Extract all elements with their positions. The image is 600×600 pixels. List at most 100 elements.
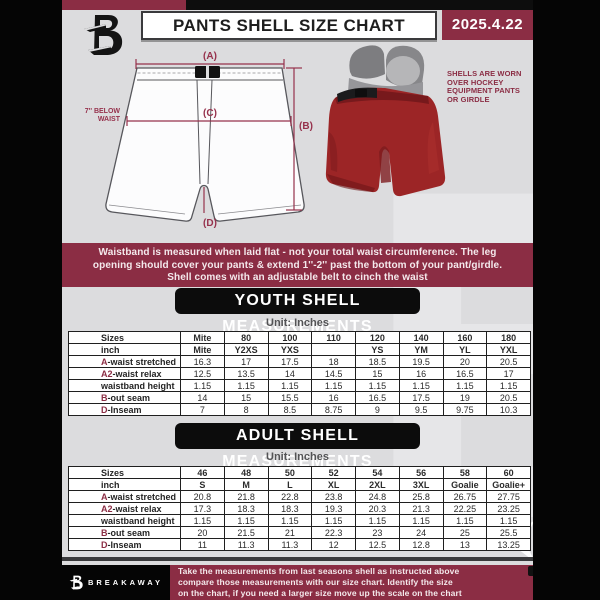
table-cell: 16.5	[442, 367, 488, 380]
adult-section-heading: ADULT SHELL MEASUREMENTS	[175, 423, 420, 470]
table-row: inch Mite Y2XS YXS YS YM YL YXL	[68, 343, 531, 356]
youth-unit-label: Unit: Inches	[266, 317, 329, 329]
table-cell: M	[223, 478, 269, 491]
table-cell: 19.3	[311, 502, 356, 515]
table-cell: 24	[398, 526, 444, 539]
label-a: (A)	[203, 51, 217, 62]
row-label: inch	[68, 478, 181, 491]
table-cell: 13	[442, 538, 488, 551]
footer-note-line: compare those measurements with our size…	[178, 577, 453, 587]
adult-measurements-table: Sizes 46 48 50 52 54 56 58 60 inch S M L XL 2XL 3XL Goal…	[68, 466, 531, 551]
below-waist-note: 7'' BELOW WAIST	[84, 108, 120, 123]
table-row: D-Inseam 11 11.3 11.3 12 12.5 12.8 13 13.25	[68, 538, 531, 551]
label-b: (B)	[299, 121, 313, 132]
table-cell: 22.25	[442, 502, 488, 515]
footer-note-line: on the chart, if you need a larger size …	[178, 588, 462, 598]
table-cell: 17.5	[398, 391, 444, 404]
table-cell: 24.8	[355, 490, 400, 503]
table-cell: 50	[267, 466, 313, 479]
measurement-info-banner: Waistband is measured when laid flat - n…	[62, 243, 533, 287]
row-label: A2-waist relax	[68, 367, 181, 380]
table-row: A2-waist relax 12.5 13.5 14 14.5 15 16 16.5 17	[68, 367, 531, 380]
table-cell: 20	[442, 355, 488, 368]
brand-name: BREAKAWAY	[87, 578, 164, 587]
table-cell: 21.3	[398, 502, 444, 515]
table-cell: 20.5	[486, 391, 531, 404]
table-cell: 1.15	[398, 514, 444, 527]
table-cell: 16	[311, 391, 356, 404]
table-cell: 25	[442, 526, 488, 539]
table-cell: 17	[223, 355, 269, 368]
table-row: A-waist stretched 20.8 21.8 22.8 23.8 24.8 25.…	[68, 490, 531, 503]
table-cell: 2XL	[355, 478, 400, 491]
table-cell: 12.8	[398, 538, 444, 551]
table-cell: 80	[223, 331, 269, 344]
row-label: D-Inseam	[68, 538, 181, 551]
table-cell: 15.5	[267, 391, 313, 404]
table-cell: 11	[180, 538, 225, 551]
table-cell: 1.15	[355, 514, 400, 527]
table-cell: 18	[311, 355, 356, 368]
table-cell: 46	[180, 466, 225, 479]
footer-brand-box: BREAKAWAY	[62, 565, 170, 600]
table-cell: 12.5	[180, 367, 225, 380]
table-cell: 15	[355, 367, 400, 380]
row-label: B-out seam	[68, 526, 181, 539]
shell-measurement-diagram: (A) (B) (C) (D)	[105, 51, 313, 229]
table-cell: 21.8	[223, 490, 269, 503]
youth-section-heading: YOUTH SHELL MEASUREMENTS	[175, 288, 420, 335]
table-cell: 14	[267, 367, 313, 380]
table-cell: 1.15	[267, 379, 313, 392]
table-cell: YXS	[267, 343, 313, 356]
banner-line: Shell comes with an adjustable belt to c…	[167, 272, 428, 284]
table-cell: 21.5	[223, 526, 269, 539]
table-cell: XL	[311, 478, 356, 491]
banner-line: Waistband is measured when laid flat - n…	[98, 247, 497, 258]
row-label: Sizes	[68, 466, 181, 479]
table-cell: 21	[267, 526, 313, 539]
table-row: D-Inseam 7 8 8.5 8.75 9 9.5 9.75 10.3	[68, 403, 531, 416]
table-row: Sizes Mite 80 100 110 120 140 160 180	[68, 331, 531, 344]
table-cell: 19.5	[398, 355, 444, 368]
table-cell: 17.5	[267, 355, 313, 368]
top-strip-black	[186, 0, 533, 10]
table-cell: 14	[180, 391, 225, 404]
table-cell: 23	[355, 526, 400, 539]
table-cell: 54	[355, 466, 400, 479]
breakaway-logo-small-icon	[69, 575, 83, 590]
table-cell: 1.15	[486, 514, 531, 527]
table-cell: 20.8	[180, 490, 225, 503]
table-cell: 1.15	[486, 379, 531, 392]
table-cell: 17.3	[180, 502, 225, 515]
table-cell: 11.3	[267, 538, 313, 551]
row-label: Sizes	[68, 331, 181, 344]
table-cell: 16.5	[355, 391, 400, 404]
row-label: A-waist stretched	[68, 490, 181, 503]
table-cell: Goalie+	[486, 478, 531, 491]
table-cell: 26.75	[442, 490, 488, 503]
row-label: A-waist stretched	[68, 355, 181, 368]
top-strip-maroon	[62, 0, 186, 10]
table-cell	[311, 343, 356, 356]
table-cell: 9.5	[398, 403, 444, 416]
table-cell: 9.75	[442, 403, 488, 416]
table-cell: 22.3	[311, 526, 356, 539]
table-cell: 120	[355, 331, 400, 344]
table-cell: 13.5	[223, 367, 269, 380]
table-cell: YXL	[486, 343, 531, 356]
table-cell: 180	[486, 331, 531, 344]
table-cell: 9	[355, 403, 400, 416]
table-cell: 110	[311, 331, 356, 344]
row-label: waistband height	[68, 379, 181, 392]
table-cell: 1.15	[442, 379, 488, 392]
table-cell: L	[267, 478, 313, 491]
table-cell: 7	[180, 403, 225, 416]
table-cell: 16	[398, 367, 444, 380]
table-cell: 18.3	[267, 502, 313, 515]
table-cell: Mite	[180, 331, 225, 344]
table-cell: 8.5	[267, 403, 313, 416]
girdle-pads	[349, 45, 385, 79]
date-badge: 2025.4.22	[442, 10, 533, 40]
table-cell: YS	[355, 343, 400, 356]
table-cell: 56	[398, 466, 444, 479]
